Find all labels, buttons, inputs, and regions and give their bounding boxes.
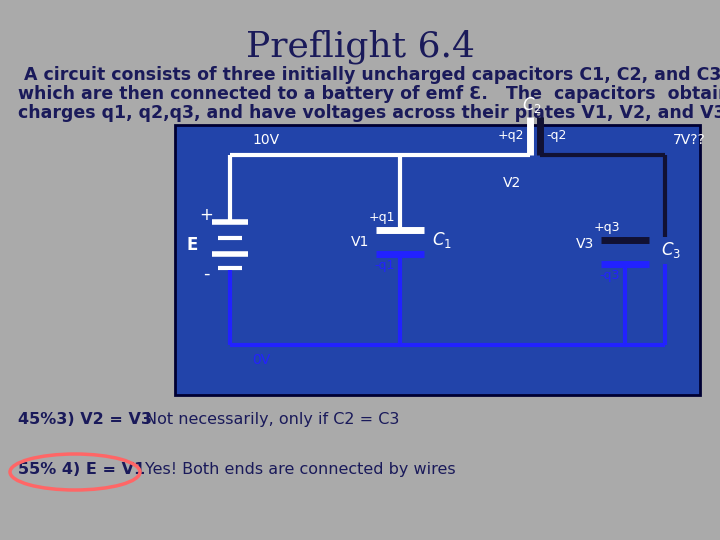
Text: $C_3$: $C_3$: [661, 240, 681, 260]
Text: V3: V3: [576, 237, 594, 251]
Text: Not necessarily, only if C2 = C3: Not necessarily, only if C2 = C3: [145, 412, 400, 427]
Bar: [175, 125, 700, 395]
Text: $C_2$: $C_2$: [522, 95, 542, 115]
Text: A circuit consists of three initially uncharged capacitors C1, C2, and C3,: A circuit consists of three initially un…: [18, 66, 720, 84]
Text: +: +: [199, 206, 213, 224]
Text: 45%3) V2 = V3: 45%3) V2 = V3: [18, 412, 152, 427]
Text: 7V??: 7V??: [673, 133, 706, 147]
Text: +q1: +q1: [369, 212, 395, 225]
Text: -q3: -q3: [600, 269, 620, 282]
Text: E: E: [186, 236, 198, 254]
Text: -q2: -q2: [546, 129, 567, 141]
Text: -: -: [203, 265, 210, 283]
Text: Yes! Both ends are connected by wires: Yes! Both ends are connected by wires: [145, 462, 456, 477]
Text: which are then connected to a battery of emf Ɛ.   The  capacitors  obtain: which are then connected to a battery of…: [18, 85, 720, 103]
Text: V2: V2: [503, 176, 521, 190]
Text: 0V: 0V: [252, 353, 270, 367]
Text: $C_1$: $C_1$: [432, 230, 452, 250]
Text: charges q1, q2,q3, and have voltages across their plates V1, V2, and V3.: charges q1, q2,q3, and have voltages acr…: [18, 104, 720, 122]
Text: +q3: +q3: [593, 221, 620, 234]
Text: Preflight 6.4: Preflight 6.4: [246, 30, 474, 64]
Text: 55% 4) E = V1: 55% 4) E = V1: [18, 462, 145, 477]
Text: -q1: -q1: [374, 260, 395, 273]
Text: V1: V1: [351, 235, 369, 249]
Text: 10V: 10V: [252, 133, 279, 147]
Text: +q2: +q2: [498, 129, 524, 141]
